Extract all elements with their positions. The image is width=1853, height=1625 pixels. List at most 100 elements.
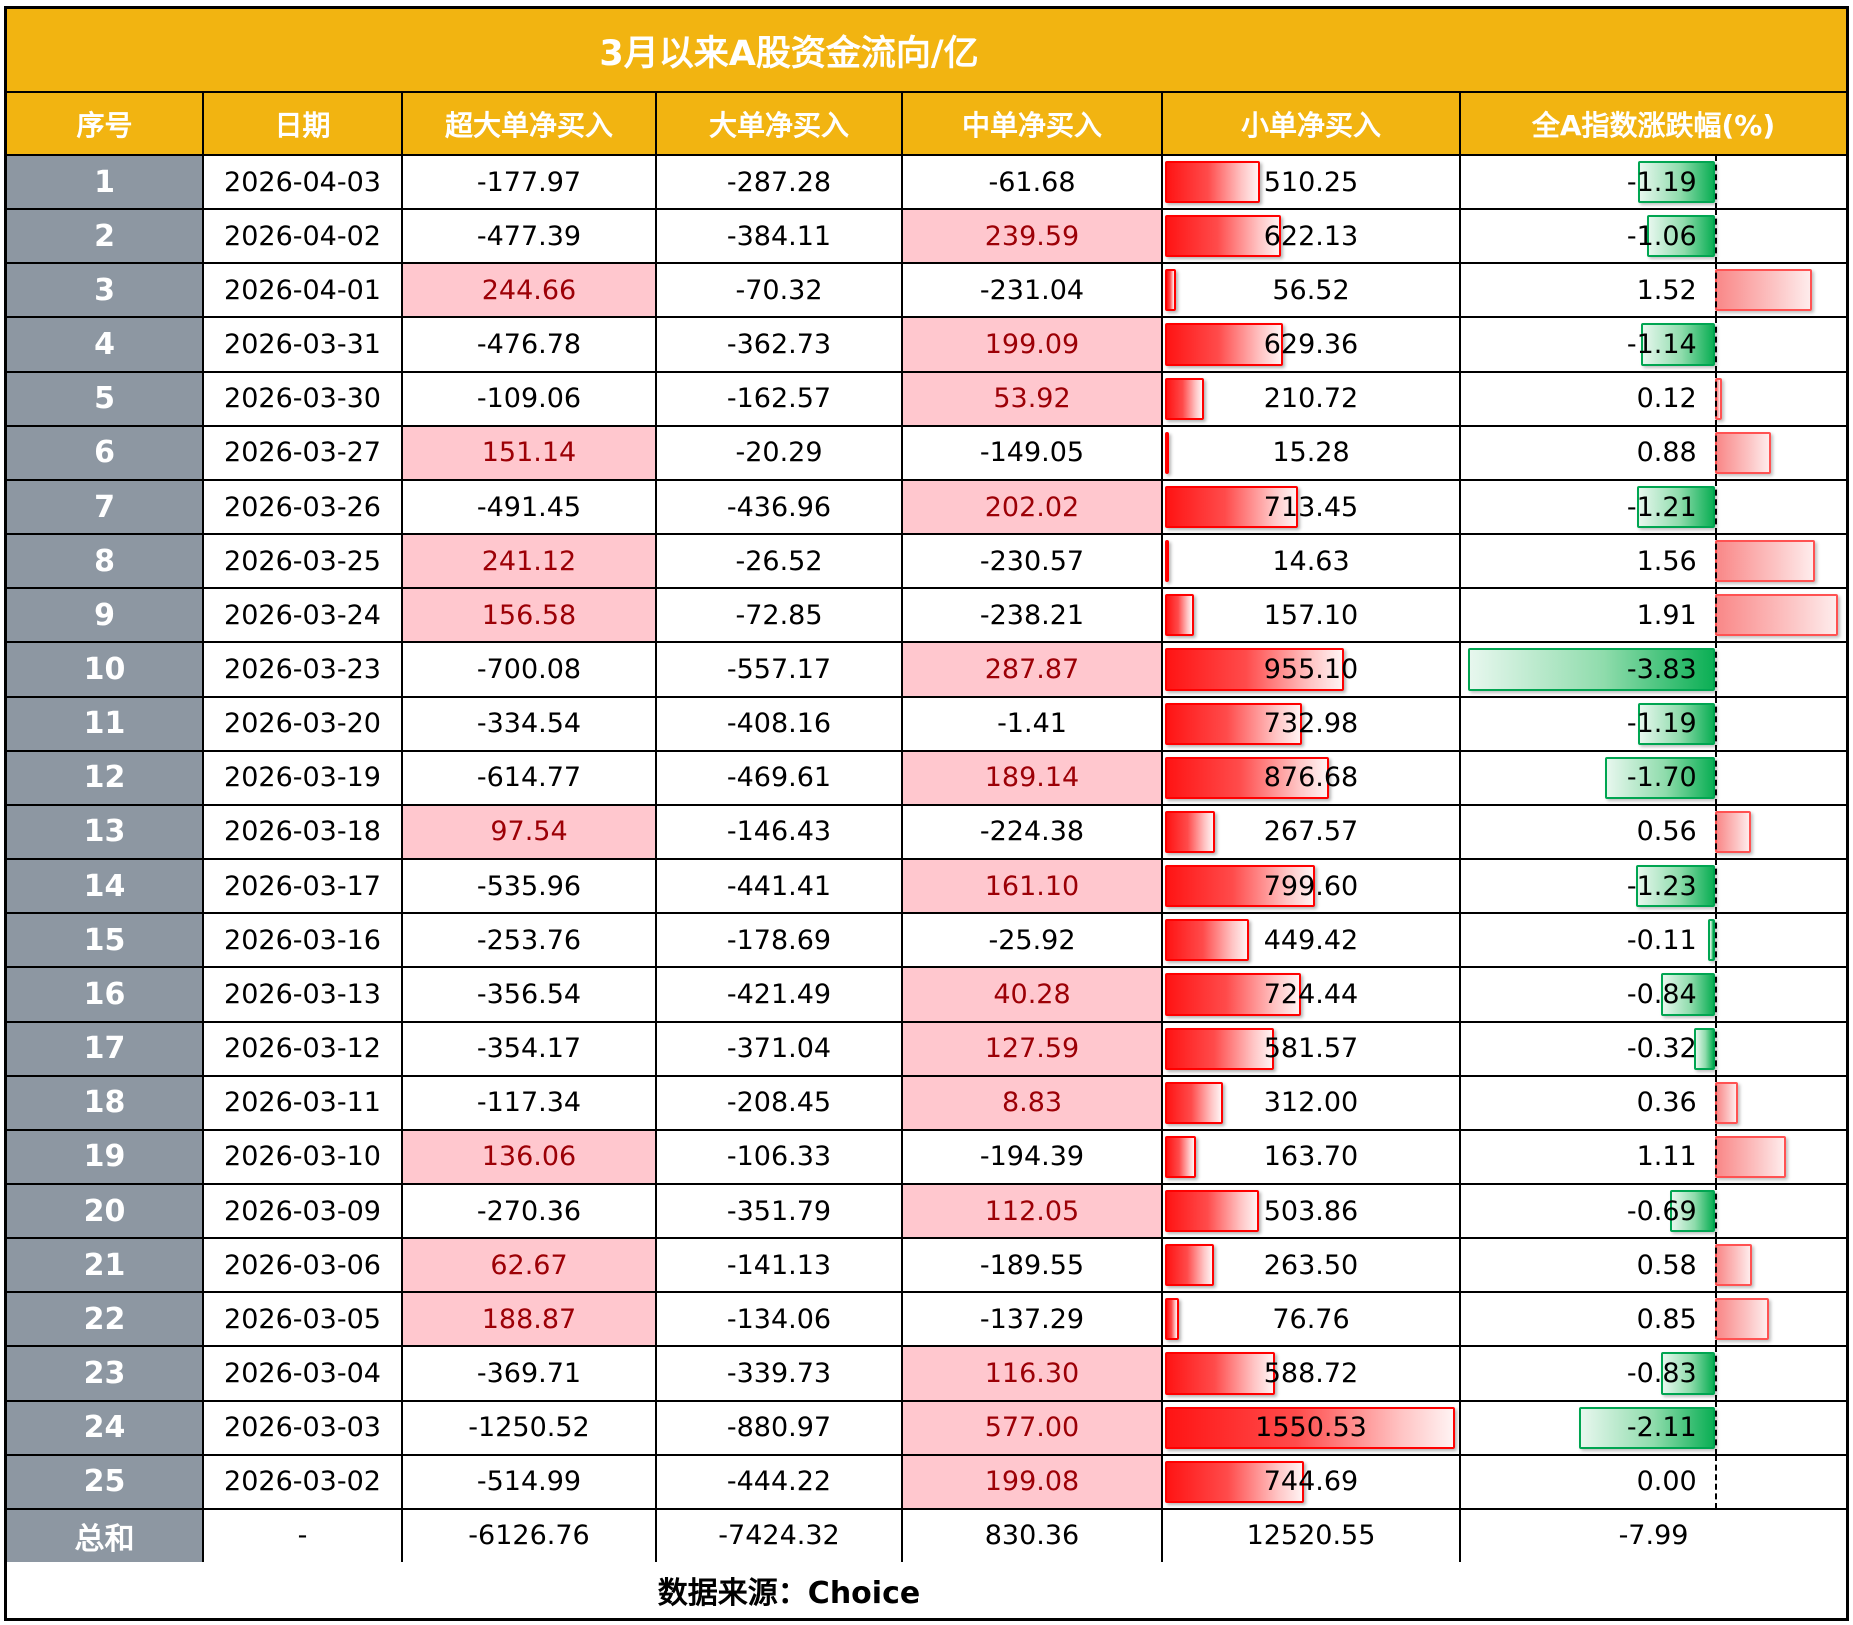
- change-axis-line: [1714, 1022, 1717, 1075]
- cell-index: 5: [7, 372, 204, 425]
- index-change-positive-bar: [1714, 269, 1813, 312]
- index-change-negative-bar: [1605, 756, 1715, 799]
- cell-date: -: [204, 1509, 403, 1563]
- cell-medium-net-buy: 112.05: [903, 1184, 1163, 1238]
- cell-medium-net-buy: -61.68: [903, 156, 1163, 209]
- cell-index: 14: [7, 860, 204, 913]
- cell-medium-net-buy-value: -25.92: [988, 924, 1076, 956]
- cell-small-net-buy: 14.63: [1163, 535, 1461, 588]
- cell-large-net-buy-value: -408.16: [726, 708, 832, 740]
- cell-index-change: -1.06: [1461, 210, 1846, 263]
- cell-index-change: -0.32: [1461, 1022, 1846, 1075]
- cell-date-value: 2026-03-09: [224, 1195, 381, 1227]
- cell-index-change: 1.91: [1461, 589, 1846, 642]
- change-axis-line: [1714, 751, 1717, 804]
- cell-date: 2026-03-19: [204, 751, 403, 804]
- cell-date-value: 2026-03-12: [224, 1033, 381, 1065]
- cell-date-value: 2026-03-25: [224, 545, 381, 577]
- table-row: 15 2026-03-16 -253.76 -178.69 -25.92 449.42 -0…: [7, 914, 1846, 969]
- cell-index: 9: [7, 589, 204, 642]
- index-change-negative-bar: [1707, 919, 1715, 962]
- cell-date-value: 2026-03-17: [224, 870, 381, 902]
- cell-medium-net-buy: 53.92: [903, 372, 1163, 425]
- cell-large-net-buy: -287.28: [657, 156, 903, 209]
- cell-small-net-buy: 449.42: [1163, 914, 1461, 967]
- cell-super-large-net-buy: 62.67: [403, 1239, 657, 1292]
- cell-super-large-net-buy: -356.54: [403, 968, 657, 1021]
- cell-medium-net-buy-value: 116.30: [984, 1358, 1080, 1390]
- cell-small-net-buy-value: 312.00: [1263, 1087, 1359, 1119]
- cell-small-net-buy: 267.57: [1163, 805, 1461, 859]
- cell-small-net-buy-value: 581.57: [1263, 1033, 1359, 1065]
- column-header-label: 大单净买入: [708, 108, 849, 142]
- cell-medium-net-buy: 199.09: [903, 318, 1163, 371]
- cell-index-change: 1.52: [1461, 264, 1846, 317]
- cell-index: 12: [7, 751, 204, 804]
- cell-large-net-buy-value: -444.22: [726, 1466, 832, 1498]
- cell-large-net-buy: -444.22: [657, 1455, 903, 1508]
- cell-super-large-net-buy: -6126.76: [403, 1509, 657, 1563]
- cell-large-net-buy-value: -7424.32: [718, 1520, 840, 1552]
- cell-small-net-buy-value: 210.72: [1263, 383, 1359, 415]
- table-body: 1 2026-04-03 -177.97 -287.28 -61.68 510.25 -1.…: [7, 156, 1846, 1563]
- cell-super-large-net-buy: -270.36: [403, 1184, 657, 1238]
- column-header-3: 大单净买入: [657, 93, 903, 154]
- cell-medium-net-buy: 287.87: [903, 643, 1163, 696]
- change-axis-line: [1714, 1130, 1717, 1183]
- column-header-label: 日期: [274, 108, 331, 142]
- change-axis-line: [1714, 1184, 1717, 1238]
- cell-super-large-net-buy: -117.34: [403, 1076, 657, 1129]
- header-row: 序号 日期 超大单净买入 大单净买入 中单净买入 小单净买入 全A指数涨跌幅(%): [7, 93, 1846, 156]
- small-net-buy-data-bar: [1165, 973, 1301, 1016]
- cell-index-change-value: -1.23: [1626, 870, 1697, 902]
- cell-index-change: -1.23: [1461, 860, 1846, 913]
- cell-medium-net-buy: -1.41: [903, 697, 1163, 750]
- cell-date-value: 2026-03-16: [224, 924, 381, 956]
- cell-index-change-value: 0.12: [1636, 383, 1697, 415]
- column-header-label: 小单净买入: [1240, 108, 1381, 142]
- cell-index-change-value: -0.11: [1626, 924, 1697, 956]
- table-row: 13 2026-03-18 97.54 -146.43 -224.38 267.57 0.5…: [7, 805, 1846, 861]
- table-row: 20 2026-03-09 -270.36 -351.79 112.05 503.86 -0…: [7, 1184, 1846, 1240]
- cell-large-net-buy-value: -178.69: [726, 924, 832, 956]
- cell-medium-net-buy-value: -189.55: [979, 1249, 1085, 1281]
- cell-index-change-value: 0.00: [1636, 1466, 1697, 1498]
- cell-index-change-value: -2.11: [1626, 1412, 1697, 1444]
- change-axis-line: [1714, 480, 1717, 534]
- cell-index: 25: [7, 1455, 204, 1508]
- small-net-buy-data-bar: [1165, 1081, 1224, 1124]
- cell-super-large-net-buy-value: -700.08: [476, 653, 582, 685]
- cell-index-value: 3: [94, 272, 115, 308]
- cell-super-large-net-buy: -253.76: [403, 914, 657, 967]
- change-axis-line: [1714, 1347, 1717, 1400]
- cell-small-net-buy: 799.60: [1163, 860, 1461, 913]
- cell-date-value: 2026-03-05: [224, 1303, 381, 1335]
- cell-large-net-buy: -134.06: [657, 1293, 903, 1346]
- cell-index: 11: [7, 697, 204, 750]
- cell-index: 21: [7, 1239, 204, 1292]
- cell-index-change-value: -1.70: [1626, 762, 1697, 794]
- small-net-buy-data-bar: [1165, 540, 1169, 583]
- cell-date-value: 2026-03-11: [224, 1087, 381, 1119]
- column-header-label: 中单净买入: [961, 108, 1102, 142]
- change-axis-line: [1714, 805, 1717, 859]
- cell-date-value: 2026-03-23: [224, 653, 381, 685]
- cell-index-change: -0.83: [1461, 1347, 1846, 1400]
- change-axis-line: [1714, 1239, 1717, 1292]
- cell-index-change-value: 1.91: [1636, 599, 1697, 631]
- cell-date: 2026-03-16: [204, 914, 403, 967]
- cell-medium-net-buy-value: 239.59: [984, 220, 1080, 252]
- cell-small-net-buy-value: 744.69: [1263, 1466, 1359, 1498]
- table-title: 3月以来A股资金流向/亿: [7, 9, 1846, 93]
- cell-super-large-net-buy-value: 188.87: [481, 1303, 577, 1335]
- cell-small-net-buy-value: 1550.53: [1255, 1412, 1367, 1444]
- cell-small-net-buy-value: 724.44: [1263, 978, 1359, 1010]
- cell-index: 13: [7, 805, 204, 859]
- cell-index-change: 0.12: [1461, 372, 1846, 425]
- cell-small-net-buy-value: 263.50: [1263, 1249, 1359, 1281]
- change-axis-line: [1714, 589, 1717, 642]
- index-change-negative-bar: [1670, 1189, 1715, 1233]
- cell-large-net-buy-value: -880.97: [726, 1412, 832, 1444]
- cell-date: 2026-03-25: [204, 535, 403, 588]
- cell-large-net-buy: -178.69: [657, 914, 903, 967]
